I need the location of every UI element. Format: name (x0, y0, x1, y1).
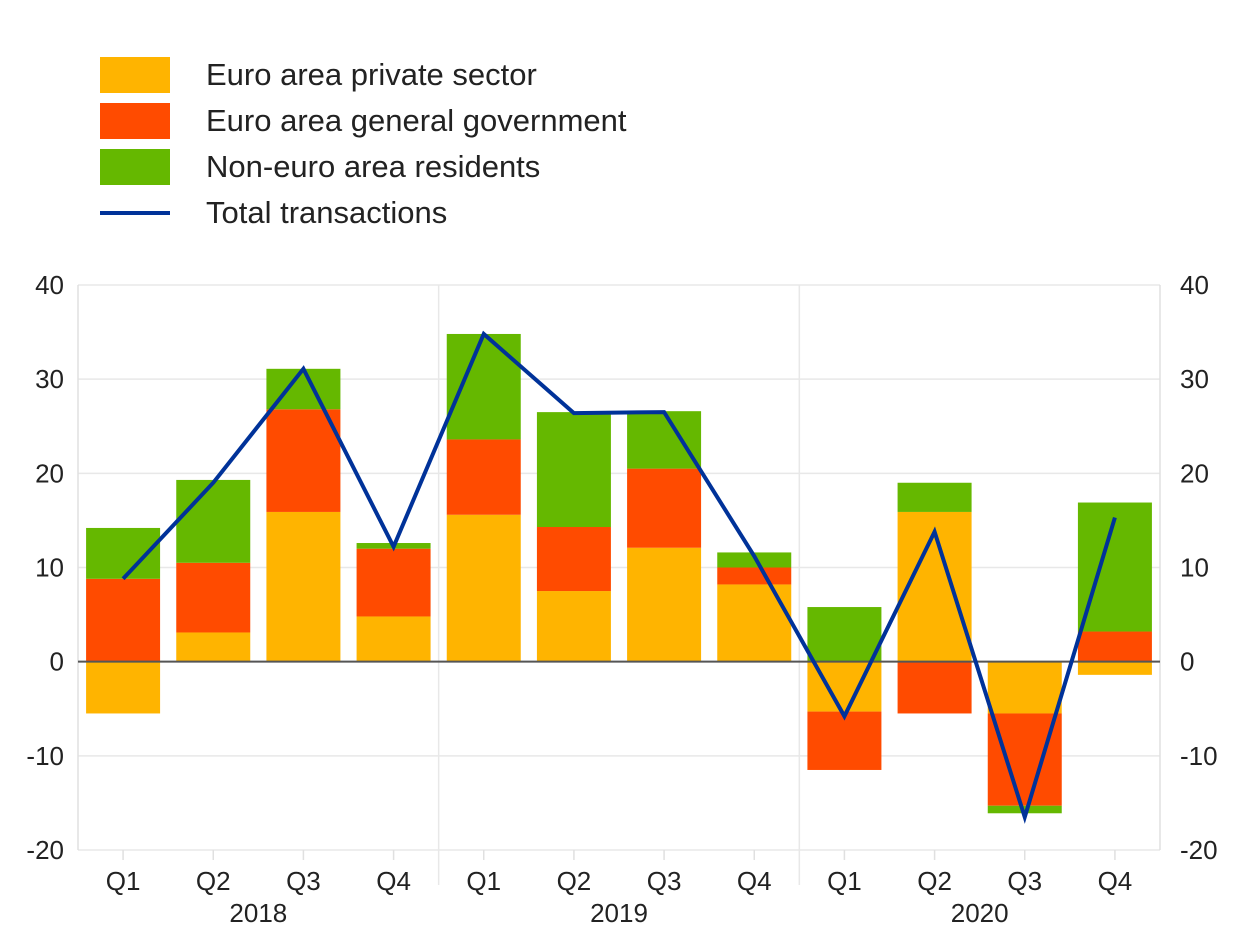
bar-euro-area-private-sector-5 (536, 591, 611, 662)
legend-line-total-transactions (100, 211, 170, 215)
y-tick-label-left: -10 (26, 741, 64, 771)
bar-euro-area-general-government-2 (266, 409, 341, 512)
bar-non-euro-area-residents-9 (897, 482, 972, 512)
year-label: 2018 (229, 898, 287, 928)
y-tick-label-left: 20 (35, 458, 64, 488)
bar-euro-area-general-government-0 (86, 578, 161, 662)
bar-euro-area-private-sector-3 (356, 616, 431, 662)
bar-non-euro-area-residents-4 (446, 333, 521, 440)
bar-euro-area-general-government-8 (807, 711, 882, 770)
bar-euro-area-general-government-9 (897, 661, 972, 714)
bar-non-euro-area-residents-6 (627, 411, 702, 469)
bar-euro-area-private-sector-0 (86, 661, 161, 714)
y-tick-label-left: 30 (35, 364, 64, 394)
bar-euro-area-general-government-3 (356, 548, 431, 617)
x-tick-label: Q3 (1007, 866, 1042, 896)
x-tick-label: Q1 (466, 866, 501, 896)
bar-non-euro-area-residents-1 (176, 479, 251, 563)
bar-euro-area-private-sector-6 (627, 547, 702, 662)
x-tick-label: Q4 (376, 866, 411, 896)
y-tick-label-left: 0 (50, 647, 64, 677)
bar-euro-area-private-sector-2 (266, 511, 341, 662)
year-label: 2019 (590, 898, 648, 928)
bar-euro-area-private-sector-11 (1077, 661, 1152, 675)
legend-swatch-general-government (100, 103, 170, 139)
x-tick-label: Q3 (647, 866, 682, 896)
bar-euro-area-private-sector-4 (446, 514, 521, 662)
bar-euro-area-private-sector-1 (176, 632, 251, 662)
y-tick-label-right: 40 (1180, 270, 1209, 300)
legend-label: Euro area general government (206, 103, 627, 138)
bar-euro-area-private-sector-10 (987, 661, 1062, 714)
legend-swatch-non-euro-residents (100, 149, 170, 185)
legend-label: Total transactions (206, 195, 448, 230)
legend-swatch-private-sector (100, 57, 170, 93)
legend-label: Euro area private sector (206, 57, 537, 92)
x-tick-label: Q1 (827, 866, 862, 896)
y-tick-label-right: 20 (1180, 458, 1209, 488)
y-tick-label-right: -10 (1180, 741, 1218, 771)
bar-euro-area-general-government-5 (536, 527, 611, 592)
y-tick-label-left: 10 (35, 553, 64, 583)
legend-label: Non-euro area residents (206, 149, 541, 184)
y-tick-label-right: 10 (1180, 553, 1209, 583)
y-tick-label-left: 40 (35, 270, 64, 300)
legend: Euro area private sector Euro area gener… (100, 52, 626, 236)
bar-non-euro-area-residents-5 (536, 412, 611, 528)
bar-euro-area-general-government-1 (176, 562, 251, 633)
x-tick-label: Q2 (557, 866, 592, 896)
y-tick-label-right: 0 (1180, 647, 1194, 677)
legend-item-general-government: Euro area general government (100, 98, 626, 144)
bar-euro-area-general-government-7 (717, 567, 792, 585)
bar-euro-area-general-government-11 (1077, 631, 1152, 662)
legend-item-non-euro-residents: Non-euro area residents (100, 144, 626, 190)
x-tick-label: Q1 (106, 866, 141, 896)
bar-euro-area-general-government-4 (446, 439, 521, 515)
y-tick-label-right: 30 (1180, 364, 1209, 394)
year-label: 2020 (951, 898, 1009, 928)
bar-euro-area-general-government-6 (627, 468, 702, 548)
bar-non-euro-area-residents-8 (807, 607, 882, 662)
legend-item-private-sector: Euro area private sector (100, 52, 626, 98)
x-tick-label: Q3 (286, 866, 321, 896)
x-tick-label: Q4 (737, 866, 772, 896)
y-tick-label-left: -20 (26, 835, 64, 865)
total-transactions-line (121, 330, 1117, 824)
bar-non-euro-area-residents-10 (987, 805, 1062, 814)
legend-item-total-transactions: Total transactions (100, 190, 626, 236)
x-tick-label: Q4 (1098, 866, 1133, 896)
x-tick-label: Q2 (196, 866, 231, 896)
bar-euro-area-private-sector-7 (717, 584, 792, 662)
y-tick-label-right: -20 (1180, 835, 1218, 865)
x-tick-label: Q2 (917, 866, 952, 896)
